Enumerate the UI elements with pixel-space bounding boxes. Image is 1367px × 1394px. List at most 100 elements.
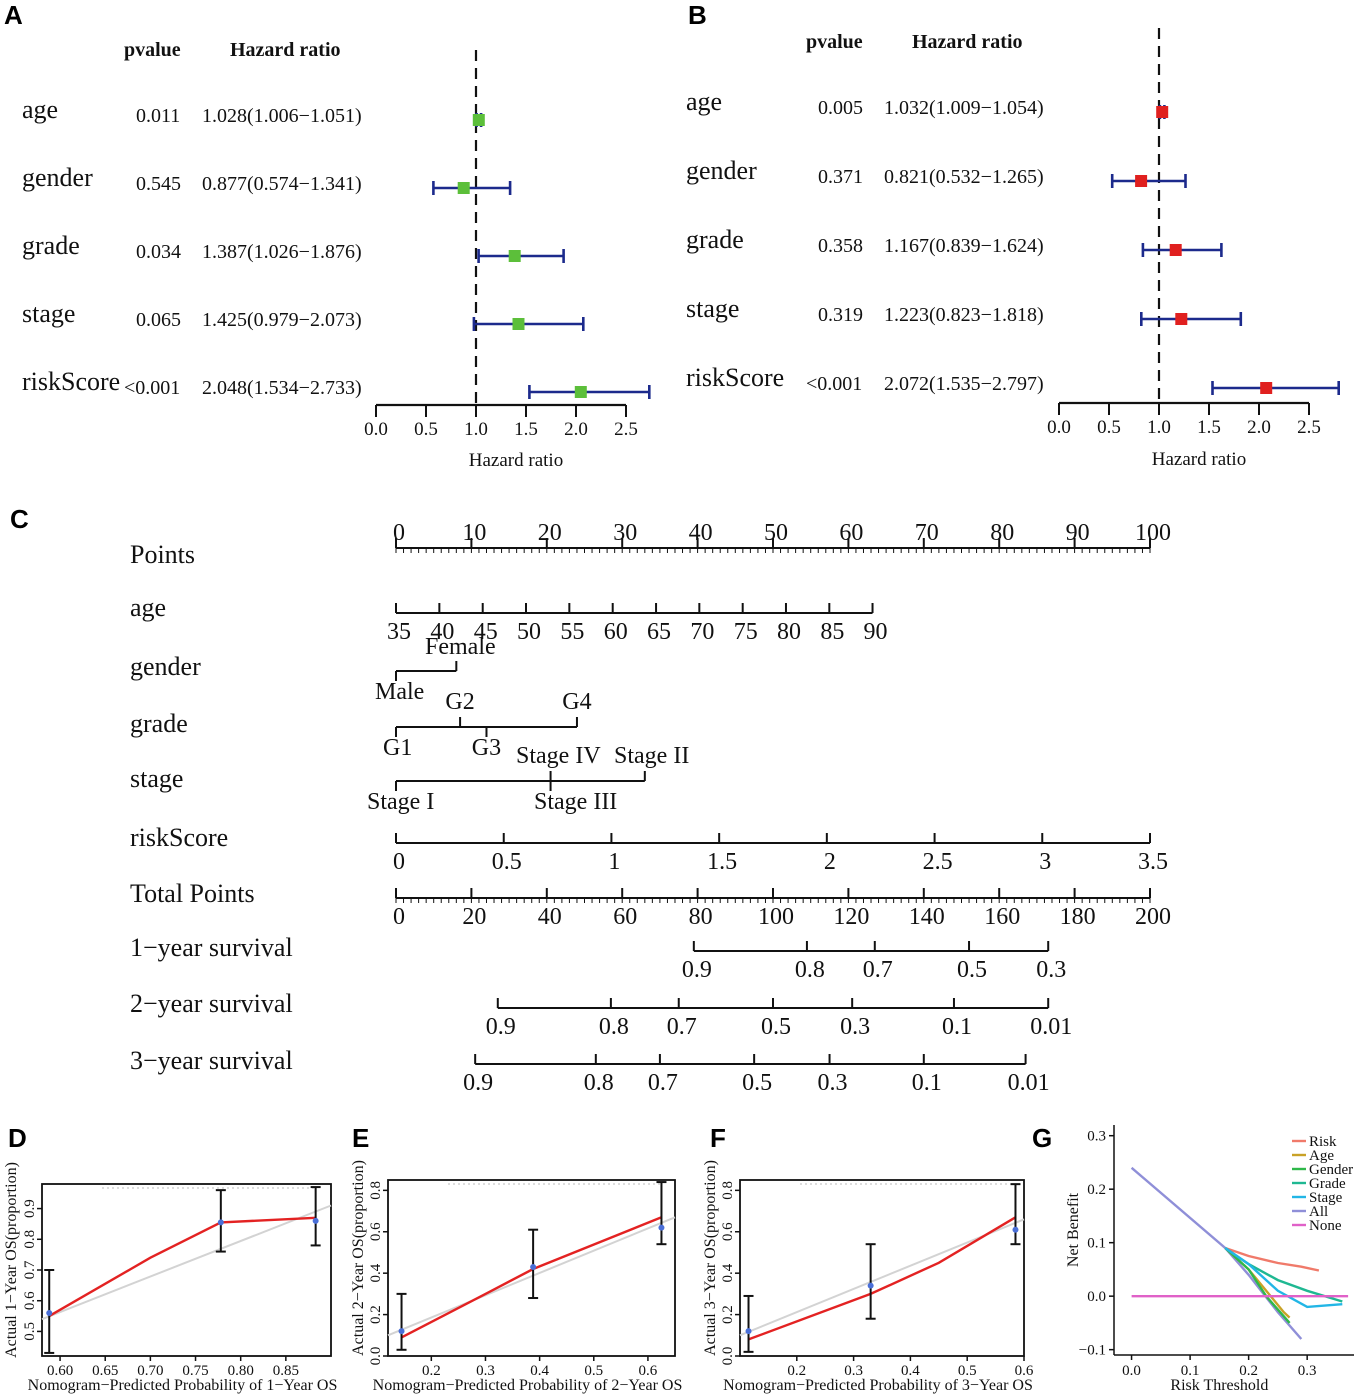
ideal-line [41, 1204, 332, 1321]
x-tick-label: 0.1 [1181, 1363, 1200, 1379]
panel-letter-e: E [352, 1123, 369, 1153]
x-axis-title: Risk Threshold [1170, 1377, 1268, 1394]
x-tick-label: 0.6 [1015, 1363, 1034, 1379]
variable-label: gender [22, 163, 93, 192]
nomogram-tick-label: 0 [393, 904, 405, 930]
pvalue-value: 0.545 [136, 173, 181, 195]
nomogram-tick-label: 140 [909, 904, 945, 930]
dca-line-all [1130, 1166, 1303, 1340]
nomogram-row-label: gender [130, 652, 201, 681]
nomogram-tick-label: 0.8 [584, 1070, 614, 1096]
y-tick-label: 0.4 [368, 1263, 384, 1282]
y-tick-label: 0.6 [22, 1291, 38, 1310]
nomogram-tick-label: 75 [734, 619, 758, 645]
nomogram-tick-label: 0.1 [942, 1014, 972, 1040]
pvalue-value: 0.319 [818, 304, 863, 326]
decision-curve-g: 0.0 0.1 0.2 0.3 −0.1 0.0 0.1 0.2 0.3 Risk Thresho… [1065, 1125, 1354, 1394]
ideal-line [387, 1216, 676, 1337]
calibration-line [748, 1216, 1017, 1341]
nomogram-tick-label: 0.01 [1030, 1014, 1072, 1040]
calibration-line [48, 1216, 316, 1318]
nomogram-tick-label: 0 [393, 849, 405, 875]
x-tick-label: 0.3 [844, 1363, 863, 1379]
nomogram-tick-label: 90 [864, 619, 888, 645]
hazard-ratio-value: 1.167(0.839−1.624) [884, 235, 1044, 257]
y-tick-label: 0.0 [368, 1347, 384, 1366]
hazard-ratio-value: 0.821(0.532−1.265) [884, 166, 1044, 188]
nomogram-row-label: grade [130, 709, 188, 738]
nomogram-tick-label: 60 [613, 904, 637, 930]
x-tick-label: 0.3 [476, 1363, 495, 1379]
x-tick-label: 0.5 [584, 1363, 603, 1379]
nomogram-category-label: Stage II [614, 743, 689, 769]
variable-label: riskScore [686, 363, 784, 392]
pvalue-value: 0.011 [136, 105, 180, 127]
calibration-point [658, 1224, 665, 1231]
nomogram-tick-label: 55 [560, 619, 584, 645]
x-tick-label: 1.0 [1147, 417, 1171, 438]
nomogram-category-label: G1 [383, 735, 412, 761]
calibration-point [1012, 1226, 1019, 1233]
nomogram-tick-label: 200 [1135, 904, 1171, 930]
x-tick-label: 0.2 [1239, 1363, 1258, 1379]
panel-letter-d: D [8, 1123, 27, 1153]
nomogram-tick-label: 0.5 [742, 1070, 772, 1096]
nomogram-row-label: Total Points [130, 879, 255, 908]
pvalue-value: 0.034 [136, 241, 181, 263]
nomogram-tick-label: 0.3 [1036, 957, 1066, 983]
nomogram-category-label: Female [425, 634, 496, 660]
nomogram-tick-label: 0.9 [463, 1070, 493, 1096]
x-tick-label: 1.0 [464, 419, 488, 440]
nomogram-tick-label: 50 [517, 619, 541, 645]
nomogram-tick-label: 50 [764, 520, 788, 546]
nomogram-tick-label: 0.8 [795, 957, 825, 983]
calibration-plot-d: 0.60 0.65 0.70 0.75 0.80 0.85 0.5 0.6 0.7 0.8 0.9 N… [3, 1162, 337, 1394]
x-tick-label: 2.0 [564, 419, 588, 440]
x-tick-label: 2.0 [1247, 417, 1271, 438]
nomogram-category-label: Male [375, 679, 424, 705]
nomogram-row-label: 3−year survival [130, 1046, 293, 1075]
calibration-point [398, 1328, 405, 1335]
y-tick-label: 0.4 [720, 1263, 736, 1282]
hazard-ratio-marker [472, 114, 485, 126]
y-tick-label: 0.8 [22, 1230, 38, 1249]
nomogram-tick-label: 160 [984, 904, 1020, 930]
x-tick-label: 0.0 [1047, 417, 1071, 438]
header-pvalue: pvalue [124, 39, 181, 61]
x-tick-label: 0.5 [414, 419, 438, 440]
hazard-ratio-marker [1260, 382, 1273, 394]
header-hazard-ratio: Hazard ratio [230, 39, 341, 61]
x-axis-title: Nomogram−Predicted Probability of 1−Year… [28, 1377, 338, 1394]
variable-label: grade [686, 225, 744, 254]
pvalue-value: <0.001 [806, 373, 862, 395]
nomogram-tick-label: 40 [689, 520, 713, 546]
nomogram-tick-label: 1.5 [707, 849, 737, 875]
nomogram-tick-label: 65 [647, 619, 671, 645]
y-tick-label: 0.2 [720, 1305, 736, 1324]
y-tick-label: 0.0 [1087, 1289, 1106, 1305]
nomogram-category-label: Stage III [534, 789, 617, 815]
legend-label: Risk [1309, 1134, 1337, 1150]
y-tick-label: 0.8 [368, 1181, 384, 1200]
nomogram-tick-label: 0.7 [863, 957, 893, 983]
nomogram-tick-label: 80 [990, 520, 1014, 546]
x-tick-label: 0.0 [1122, 1363, 1141, 1379]
nomogram-tick-label: 80 [777, 619, 801, 645]
hazard-ratio-marker [574, 386, 587, 398]
hazard-ratio-value: 2.072(1.535−2.797) [884, 373, 1044, 395]
nomogram-tick-label: 1 [608, 849, 620, 875]
plot-frame [41, 1183, 332, 1357]
nomogram-category-label: Stage I [367, 789, 434, 815]
forest-plot-b: pvalue Hazard ratio age 0.005 1.032(1.009−1.… [686, 28, 1340, 470]
nomogram-tick-label: 20 [462, 904, 486, 930]
nomogram-tick-label: 0.5 [492, 849, 522, 875]
nomogram-tick-label: 0.5 [761, 1014, 791, 1040]
y-axis-title: Actual 1−Year OS(proportion) [3, 1162, 20, 1358]
nomogram-row-label: Points [130, 540, 195, 569]
calibration-point [530, 1263, 537, 1270]
calibration-point [46, 1310, 53, 1316]
hazard-ratio-marker [1175, 313, 1188, 325]
hazard-ratio-marker [457, 182, 470, 194]
nomogram-row-label: 2−year survival [130, 989, 293, 1018]
